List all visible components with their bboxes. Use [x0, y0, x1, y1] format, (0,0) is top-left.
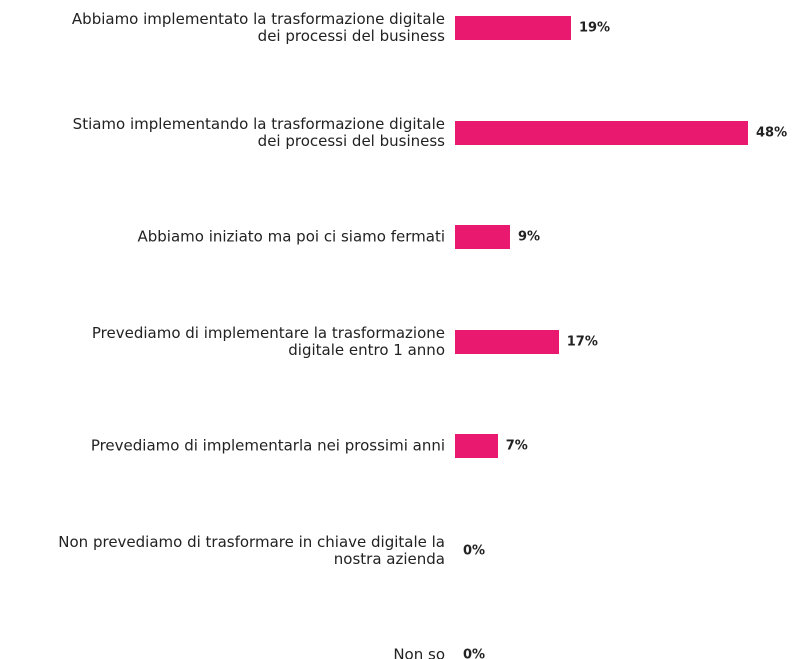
value-label: 19%	[578, 20, 611, 36]
category-label: Abbiamo iniziato ma poi ci siamo fermati	[137, 227, 445, 246]
value-label: 0%	[463, 543, 486, 558]
value-label: 7%	[505, 438, 528, 454]
category-label: Non so	[393, 645, 445, 659]
value-label: 9%	[517, 229, 541, 245]
category-label: Abbiamo implementato la trasformazione d…	[71, 10, 445, 45]
bar	[455, 120, 748, 145]
category-label: Non prevediamo di trasformare in chiave …	[58, 532, 445, 568]
bar	[455, 434, 498, 458]
category-label: Prevediamo di implementarla nei prossimi…	[90, 436, 445, 455]
value-label: 48%	[756, 125, 788, 140]
bar	[455, 329, 559, 354]
value-label: 17%	[566, 334, 598, 349]
bar	[455, 16, 571, 40]
category-label: Prevediamo di implementare la trasformaz…	[91, 323, 445, 359]
bar	[455, 225, 510, 249]
category-label: Stiamo implementando la trasformazione d…	[72, 114, 445, 150]
value-label: 0%	[463, 647, 486, 659]
